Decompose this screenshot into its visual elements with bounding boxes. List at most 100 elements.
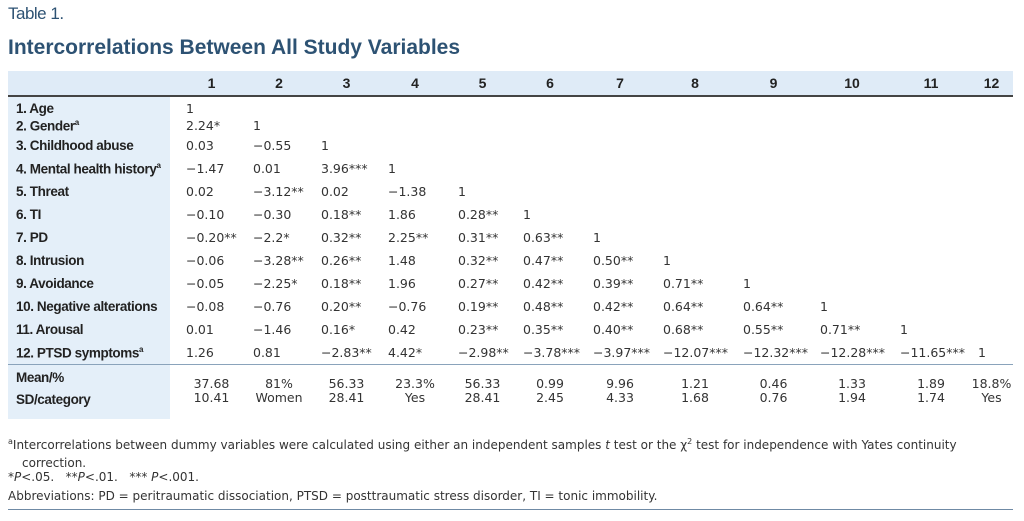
cell: 0.64** [663,299,704,314]
cell [585,180,655,203]
cell: 2.24* [186,118,221,133]
summary-cell: 18.8% Yes [970,365,1013,412]
cell [515,95,585,117]
cell: 1.26 [186,345,214,360]
cell [892,226,970,249]
mean-value: 56.33 [464,376,501,391]
table-row: 1. Age 1 [8,95,1013,117]
row-label-sup: a [74,117,79,127]
cell [970,295,1013,318]
row-label-text: 4. Mental health history [16,161,157,177]
star: ** [65,470,78,484]
footnote-text: test for independence with Yates continu… [692,438,957,452]
cell: 0.71** [663,276,704,291]
separator-line [8,364,1013,365]
cell [735,249,812,272]
correlation-table: 1 2 3 4 5 6 7 8 9 10 11 12 1. Age 1 2. Gendera 2.24* 1 3… [8,71,1013,411]
summary-cell: 37.68 10.41 [178,365,245,412]
cell: 3.96*** [321,161,368,176]
cell [735,203,812,226]
cell: 0.31** [458,230,499,245]
cell [892,180,970,203]
cell: 1 [820,299,828,314]
sd-value: Women [255,390,303,405]
cell [735,134,812,157]
cell: 1.96 [388,276,416,291]
column-header: 9 [769,75,778,91]
cell [970,272,1013,295]
cell [892,272,970,295]
cell [585,95,655,117]
footnote-abbreviations: Abbreviations: PD = peritraumatic dissoc… [8,489,658,503]
cell [515,157,585,180]
cell: −2.83** [321,345,372,360]
table-row: 8. Intrusion −0.06 −3.28** 0.26** 1.48 0.32**… [8,249,1013,272]
cell [735,95,812,117]
cell [892,157,970,180]
cell: −1.46 [253,322,292,337]
cell: 0.42** [523,276,564,291]
cell [380,134,450,157]
cell: 0.64** [743,299,784,314]
cell: 0.50** [593,253,634,268]
header-blank [8,71,178,95]
cell: 1 [186,101,194,116]
mean-value: 0.46 [759,376,788,391]
cell: 1 [253,118,261,133]
row-label-text: 9. Avoidance [16,276,94,291]
cell [313,117,380,134]
summary-cell: 0.99 2.45 [515,365,585,412]
cell: 1.86 [388,207,416,222]
cell [812,134,892,157]
mean-value: 18.8% [971,376,1012,391]
cell [970,203,1013,226]
row-label: 8. Intrusion [8,249,178,272]
cell [585,134,655,157]
row-label: 5. Threat [8,180,178,203]
mean-value: 1.33 [838,376,866,391]
cell: 1 [978,345,986,360]
cell: 1 [743,276,751,291]
cell [735,226,812,249]
row-label: 3. Childhood abuse [8,134,178,157]
cell: 0.71** [820,322,861,337]
cell: −3.78*** [523,345,581,360]
cell [812,226,892,249]
cell [892,249,970,272]
table-row: 10. Negative alterations −0.08 −0.76 0.20**… [8,295,1013,318]
row-label: 12. PTSD symptomsa [8,341,178,364]
cell [970,117,1013,134]
star: * [8,470,14,484]
cell: 0.42 [388,322,416,337]
footnote-text: correction. [22,456,87,470]
row-label-text: 2. Gender [16,118,75,134]
cell [735,157,812,180]
row-label-text: 10. Negative alterations [16,299,158,314]
column-header: 12 [983,75,1000,91]
mean-value: 56.33 [328,376,365,391]
cell [380,95,450,117]
cell: 0.32** [321,230,362,245]
cell [892,117,970,134]
cell [655,203,735,226]
cell: −0.05 [186,276,225,291]
cell: 0.02 [186,184,214,199]
p-value: <.05. [21,470,55,484]
cell: −3.12** [253,184,304,199]
footnote-significance: *P<.05. **P<.01. *** P<.001. [8,470,199,484]
cell: −3.28** [253,253,304,268]
cell [450,157,515,180]
cell: −12.07*** [663,345,729,360]
row-label: 10. Negative alterations [8,295,178,318]
cell [892,295,970,318]
row-label: 9. Avoidance [8,272,178,295]
row-label-sup: a [139,344,144,354]
cell [515,180,585,203]
table-row: 4. Mental health historya −1.47 0.01 3.96**… [8,157,1013,180]
cell: −0.10 [186,207,225,222]
cell [812,117,892,134]
table-row: 6. TI −0.10 −0.30 0.18** 1.86 0.28** 1 [8,203,1013,226]
column-header: 6 [546,75,554,91]
cell: −1.47 [186,161,225,176]
row-label-text: 1. Age [16,101,54,116]
